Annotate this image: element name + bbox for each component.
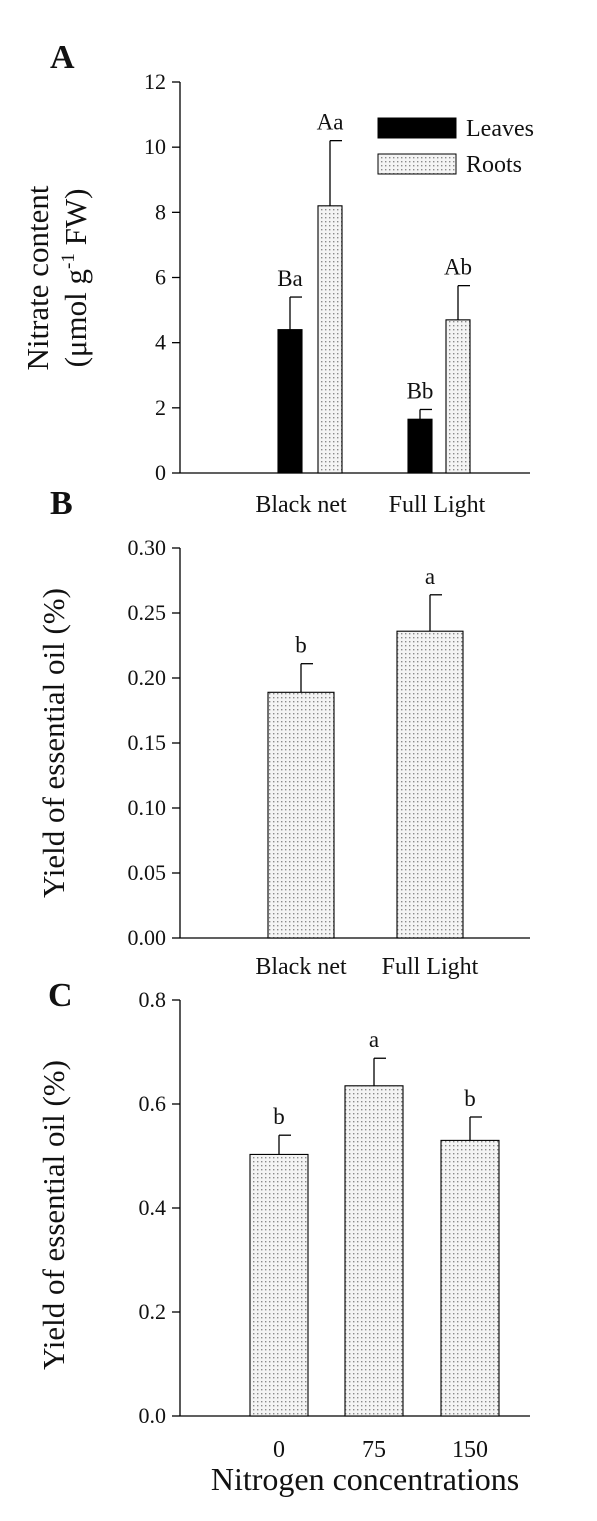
bar: [407, 418, 433, 474]
y-tick-label: 0.6: [139, 1091, 167, 1116]
panel-a: A Nitrate content (μmol g-1 FW) 0 2 4 6 8 10 1…: [20, 39, 534, 518]
legend-swatch-leaves: [377, 117, 457, 139]
panel-a-bars: Ba Bb Aa Ab: [277, 110, 472, 474]
panel-a-letter: A: [50, 39, 75, 76]
x-tick-label: 0: [273, 1437, 285, 1463]
panel-c-ylabel: Yield of essential oil (%): [36, 1060, 71, 1370]
significance-label: b: [464, 1086, 476, 1111]
panel-c-axes: 0.0 0.2 0.4 0.6 0.8 0 75 150: [139, 987, 530, 1463]
significance-label: Bb: [407, 378, 434, 403]
legend-swatch-roots: [377, 153, 457, 175]
y-tick-label: 0.20: [128, 665, 167, 690]
y-tick-label: 0.25: [128, 600, 167, 625]
significance-label: Aa: [317, 110, 344, 135]
significance-label: a: [369, 1027, 379, 1052]
y-tick-label: 4: [155, 330, 166, 355]
legend-label-roots: Roots: [466, 152, 522, 178]
bar: [396, 630, 464, 939]
y-tick-label: 8: [155, 199, 166, 224]
y-tick-label: 0.30: [128, 535, 167, 560]
significance-label: b: [273, 1104, 285, 1129]
y-tick-label: 0.2: [139, 1299, 167, 1324]
bar: [344, 1085, 404, 1417]
x-tick-label: Full Light: [389, 492, 486, 518]
x-tick-label: 75: [362, 1437, 386, 1463]
bar: [267, 691, 335, 939]
y-tick-label: 10: [144, 134, 166, 159]
x-tick-label: 150: [452, 1437, 488, 1463]
significance-label: b: [295, 633, 307, 658]
panel-b: B Yield of essential oil (%) 0.00 0.05 0.1…: [36, 485, 530, 980]
bar: [445, 319, 471, 474]
significance-label: Ba: [277, 266, 303, 291]
x-tick-label: Black net: [255, 492, 347, 518]
bar: [440, 1139, 500, 1417]
panel-c: C Yield of essential oil (%) 0.00.20.40.…: [36, 977, 530, 1497]
y-tick-label: 0.10: [128, 795, 167, 820]
panel-a-ylabel-line1: Nitrate content: [20, 185, 55, 370]
panel-c-letter: C: [48, 977, 73, 1014]
y-tick-label: 12: [144, 69, 166, 94]
legend: Leaves Roots: [377, 116, 534, 178]
legend-label-leaves: Leaves: [466, 116, 534, 142]
bar: [317, 205, 343, 474]
y-tick-label: 0: [155, 460, 166, 485]
x-tick-label: Black net: [255, 954, 347, 980]
y-tick-label: 0.4: [139, 1195, 167, 1220]
panel-b-bars: ba: [267, 564, 464, 939]
panel-b-ylabel: Yield of essential oil (%): [36, 588, 71, 898]
x-tick-label: Full Light: [382, 954, 479, 980]
panel-c-xlabel: Nitrogen concentrations: [211, 1461, 519, 1497]
significance-label: a: [425, 564, 435, 589]
significance-label: Ab: [444, 255, 472, 280]
bar: [249, 1153, 309, 1417]
panel-b-letter: B: [50, 485, 73, 522]
y-tick-label: 0.05: [128, 860, 167, 885]
y-tick-label: 0.0: [139, 1403, 167, 1428]
y-tick-label: 6: [155, 265, 166, 290]
panel-b-axes: 0.00 0.05 0.10 0.15 0.20 0.25 0.30 Black net Ful…: [128, 535, 530, 980]
y-tick-label: 0.8: [139, 987, 167, 1012]
y-tick-label: 0.00: [128, 925, 167, 950]
panel-a-ylabel-line2: (μmol g-1 FW): [58, 189, 93, 368]
y-tick-label: 2: [155, 395, 166, 420]
y-tick-label: 0.15: [128, 730, 167, 755]
panel-a-axes: 0 2 4 6 8 10 12 Black net Full Light: [144, 69, 530, 518]
bar: [277, 329, 303, 474]
panel-c-bars: b a b: [249, 1027, 500, 1417]
